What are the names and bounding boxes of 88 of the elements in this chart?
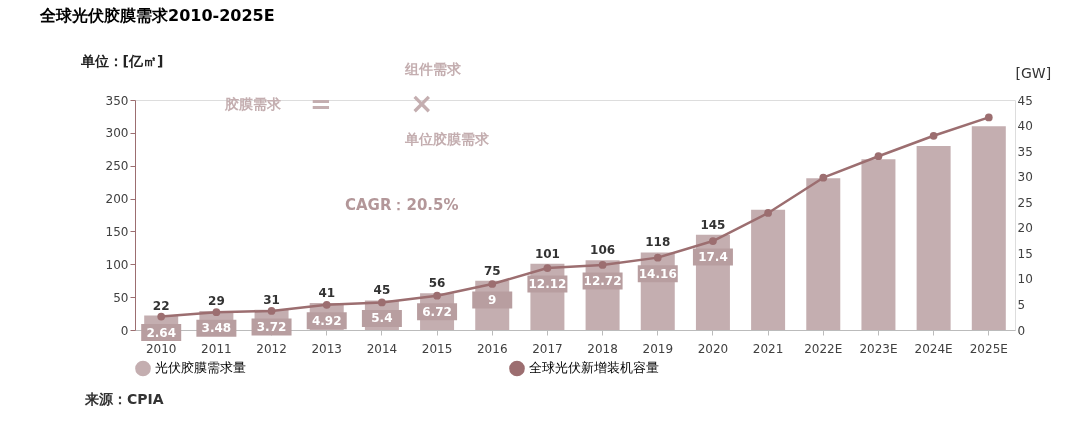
y-axis-title: 单位：[亿㎡] bbox=[79, 52, 164, 69]
data-label: 31 bbox=[263, 292, 280, 307]
data-label: 14.16 bbox=[638, 266, 677, 281]
annotation: = bbox=[310, 89, 332, 119]
y2-axis-title: [GW] bbox=[1015, 64, 1052, 81]
data-label: 12.12 bbox=[528, 277, 567, 292]
point bbox=[598, 261, 607, 269]
y-tick-label: 50 bbox=[113, 290, 129, 305]
data-label: 3.48 bbox=[201, 321, 232, 336]
bar bbox=[806, 178, 841, 330]
point bbox=[378, 298, 386, 307]
text: 组件需求 bbox=[404, 61, 462, 77]
bar bbox=[751, 209, 786, 330]
point bbox=[322, 300, 331, 309]
data-label: 9 bbox=[488, 293, 497, 307]
legend-label: 光伏胶膜需求量 bbox=[155, 360, 246, 376]
data-label: 41 bbox=[318, 286, 336, 301]
chart-title: 全球光伏胶膜需求2010-2025E bbox=[39, 6, 275, 25]
y-tick-label: 200 bbox=[105, 192, 129, 207]
data-label: 17.4 bbox=[698, 250, 728, 265]
x-tick-label: 2013 bbox=[311, 341, 342, 356]
x-tick-label: 2025E bbox=[969, 341, 1008, 356]
y2-tick-label: 45 bbox=[1017, 93, 1033, 108]
y-tick-label: 250 bbox=[105, 159, 129, 174]
data-label: 22 bbox=[152, 298, 170, 313]
point bbox=[709, 237, 717, 245]
bar bbox=[861, 159, 896, 330]
y2-tick-label: 5 bbox=[1017, 297, 1026, 312]
y2-tick-label: 20 bbox=[1017, 221, 1033, 236]
y-tick-label: 0 bbox=[120, 323, 129, 338]
data-label: 145 bbox=[700, 217, 726, 232]
x-tick-label: 2015 bbox=[421, 341, 453, 356]
point bbox=[929, 131, 938, 140]
point bbox=[212, 308, 221, 317]
annotation: 胶膜需求 bbox=[224, 96, 282, 112]
annotation: 单位胶膜需求 bbox=[404, 131, 490, 147]
data-label: 29 bbox=[208, 293, 225, 308]
y2-tick-label: 40 bbox=[1017, 119, 1033, 134]
x-tick-label: 2022E bbox=[804, 341, 843, 356]
y2-tick-label: 35 bbox=[1017, 144, 1033, 159]
x-tick-label: 2020 bbox=[697, 341, 729, 356]
x-tick-label: 2014 bbox=[366, 341, 398, 356]
annotation: CAGR：20.5% bbox=[345, 196, 459, 214]
data-label: 56 bbox=[428, 276, 446, 291]
x-tick-label: 2010 bbox=[145, 341, 177, 356]
x-tick-label: 2016 bbox=[476, 341, 508, 356]
data-label: 12.72 bbox=[583, 273, 622, 288]
x-tick-label: 2023E bbox=[859, 341, 898, 356]
data-label: 75 bbox=[483, 263, 501, 278]
data-label: 118 bbox=[645, 235, 671, 250]
point bbox=[433, 291, 441, 300]
point bbox=[764, 209, 772, 217]
x-tick-label: 2021 bbox=[752, 341, 784, 356]
x-tick-label: 2011 bbox=[201, 341, 232, 356]
data-label: 106 bbox=[590, 243, 616, 258]
point bbox=[984, 113, 993, 122]
point bbox=[543, 264, 552, 272]
data-label: 101 bbox=[534, 246, 560, 261]
point bbox=[653, 253, 662, 262]
source-note: 来源：CPIA bbox=[84, 391, 164, 407]
y2-tick-label: 15 bbox=[1017, 246, 1033, 261]
y2-tick-label: 30 bbox=[1017, 170, 1033, 185]
y2-tick-label: 25 bbox=[1017, 195, 1033, 210]
data-label: 45 bbox=[373, 283, 391, 298]
y-tick-label: 150 bbox=[105, 224, 129, 239]
data-label: 2.64 bbox=[146, 325, 177, 340]
point bbox=[874, 152, 883, 161]
annotation: × bbox=[410, 87, 434, 120]
x-tick-label: 2012 bbox=[256, 341, 287, 356]
point bbox=[819, 173, 828, 182]
x-tick-label: 2024E bbox=[914, 341, 953, 356]
bar bbox=[971, 126, 1006, 330]
x-tick-label: 2019 bbox=[642, 341, 674, 356]
bar bbox=[916, 146, 951, 330]
point bbox=[157, 312, 166, 321]
y2-tick-label: 10 bbox=[1017, 272, 1033, 287]
data-label: 5.4 bbox=[371, 311, 393, 326]
y-tick-label: 100 bbox=[105, 257, 129, 272]
data-label: 6.72 bbox=[422, 304, 452, 319]
data-label: 4.92 bbox=[311, 313, 342, 328]
x-tick-label: 2018 bbox=[587, 341, 618, 356]
x-tick-label: 2017 bbox=[532, 341, 563, 356]
y2-tick-label: 0 bbox=[1017, 323, 1026, 338]
y-tick-label: 300 bbox=[105, 126, 129, 141]
point bbox=[488, 280, 497, 288]
y-tick-label: 350 bbox=[105, 93, 129, 108]
legend-label: 全球光伏新增装机容量 bbox=[529, 360, 659, 376]
data-label: 3.72 bbox=[256, 319, 287, 334]
